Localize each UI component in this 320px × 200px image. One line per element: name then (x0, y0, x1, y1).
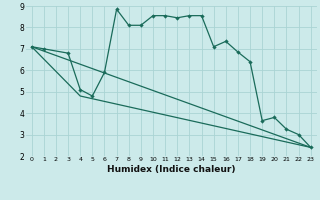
X-axis label: Humidex (Indice chaleur): Humidex (Indice chaleur) (107, 165, 236, 174)
